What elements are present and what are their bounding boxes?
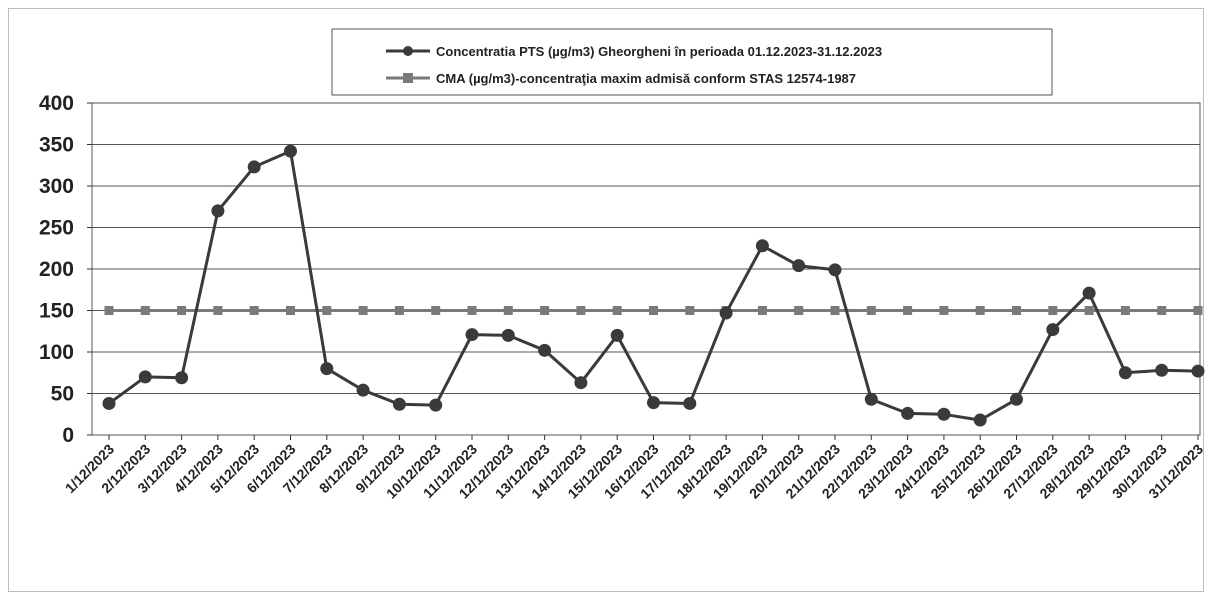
data-point-s1-9 bbox=[431, 306, 441, 315]
data-point-s1-13 bbox=[576, 306, 586, 315]
y-tick-label-1: 50 bbox=[51, 383, 74, 406]
data-point-s0-13 bbox=[574, 376, 588, 390]
legend-marker-cma bbox=[403, 73, 413, 83]
data-point-s0-21 bbox=[864, 392, 878, 406]
data-point-s1-0 bbox=[104, 306, 114, 315]
data-point-s1-3 bbox=[213, 306, 223, 315]
y-tick-label-4: 200 bbox=[39, 258, 74, 281]
data-point-s1-12 bbox=[540, 306, 550, 315]
legend-label-pts: Concentratia PTS (µg/m3) Gheorgheni în p… bbox=[436, 44, 882, 59]
data-point-s0-16 bbox=[683, 396, 697, 410]
data-point-s1-8 bbox=[394, 306, 404, 315]
legend-marker-pts bbox=[403, 46, 413, 56]
data-point-s0-22 bbox=[901, 406, 915, 420]
y-tick-label-7: 350 bbox=[39, 134, 74, 157]
data-point-s0-6 bbox=[320, 362, 334, 376]
y-axis-ticks: 0 50 100 150 200 250 300 350 400 bbox=[39, 92, 92, 447]
data-point-s1-4 bbox=[249, 306, 259, 315]
data-point-s0-9 bbox=[429, 398, 443, 412]
legend-label-cma: CMA (µg/m3)-concentraţia maxim admisă co… bbox=[436, 71, 856, 86]
legend: Concentratia PTS (µg/m3) Gheorgheni în p… bbox=[331, 28, 1053, 96]
data-point-s1-2 bbox=[177, 306, 187, 315]
data-point-s1-26 bbox=[1048, 306, 1058, 315]
data-point-s1-24 bbox=[975, 306, 985, 315]
data-point-s1-22 bbox=[903, 306, 913, 315]
y-tick-label-8: 400 bbox=[39, 92, 74, 115]
data-point-s1-6 bbox=[322, 306, 332, 315]
data-point-s0-17 bbox=[719, 306, 733, 320]
data-point-s1-11 bbox=[503, 306, 513, 315]
data-point-s0-28 bbox=[1118, 366, 1132, 380]
data-point-s1-21 bbox=[866, 306, 876, 315]
data-point-s1-16 bbox=[685, 306, 695, 315]
data-point-s0-29 bbox=[1155, 363, 1169, 377]
data-point-s0-27 bbox=[1082, 286, 1096, 300]
legend-box bbox=[331, 28, 1053, 96]
data-point-s0-12 bbox=[538, 343, 552, 357]
data-point-s1-23 bbox=[939, 306, 949, 315]
x-axis-ticks: 1/12/20232/12/20233/12/20234/12/20235/12… bbox=[62, 435, 1206, 502]
data-point-s1-18 bbox=[757, 306, 767, 315]
y-tick-label-3: 150 bbox=[39, 300, 74, 323]
data-point-s1-10 bbox=[467, 306, 477, 315]
data-point-s0-19 bbox=[792, 259, 806, 273]
data-point-s0-1 bbox=[138, 370, 152, 384]
data-point-s0-18 bbox=[755, 239, 769, 253]
data-point-s1-5 bbox=[286, 306, 295, 315]
data-point-s0-3 bbox=[211, 204, 225, 218]
data-point-s1-25 bbox=[1012, 306, 1021, 315]
data-point-s0-14 bbox=[610, 328, 624, 342]
data-point-s0-4 bbox=[247, 160, 261, 174]
data-point-s1-1 bbox=[140, 306, 150, 315]
data-point-s0-30 bbox=[1191, 364, 1205, 378]
data-point-s1-15 bbox=[649, 306, 658, 315]
data-point-s1-19 bbox=[794, 306, 804, 315]
data-point-s0-0 bbox=[102, 396, 116, 410]
data-point-s1-7 bbox=[358, 306, 368, 315]
data-point-s0-23 bbox=[937, 407, 951, 421]
data-point-s0-24 bbox=[973, 413, 987, 427]
data-point-s0-2 bbox=[175, 371, 189, 385]
data-point-s0-20 bbox=[828, 263, 842, 277]
data-point-s1-30 bbox=[1193, 306, 1203, 315]
y-tick-label-0: 0 bbox=[62, 424, 74, 447]
data-point-s0-25 bbox=[1010, 392, 1023, 406]
y-tick-label-2: 100 bbox=[39, 341, 74, 364]
data-point-s1-28 bbox=[1120, 306, 1130, 315]
data-point-s0-5 bbox=[284, 144, 297, 158]
data-point-s1-20 bbox=[830, 306, 840, 315]
series-group bbox=[102, 144, 1205, 427]
data-point-s1-27 bbox=[1084, 306, 1094, 315]
data-point-s0-7 bbox=[356, 383, 370, 397]
data-point-s0-11 bbox=[501, 328, 515, 342]
y-tick-label-5: 250 bbox=[39, 217, 74, 240]
data-point-s1-14 bbox=[612, 306, 622, 315]
data-point-s1-29 bbox=[1157, 306, 1167, 315]
data-point-s0-26 bbox=[1046, 323, 1060, 337]
y-tick-label-6: 300 bbox=[39, 175, 74, 198]
data-point-s0-10 bbox=[465, 328, 479, 342]
data-point-s0-8 bbox=[392, 397, 406, 411]
data-point-s0-15 bbox=[647, 396, 660, 410]
